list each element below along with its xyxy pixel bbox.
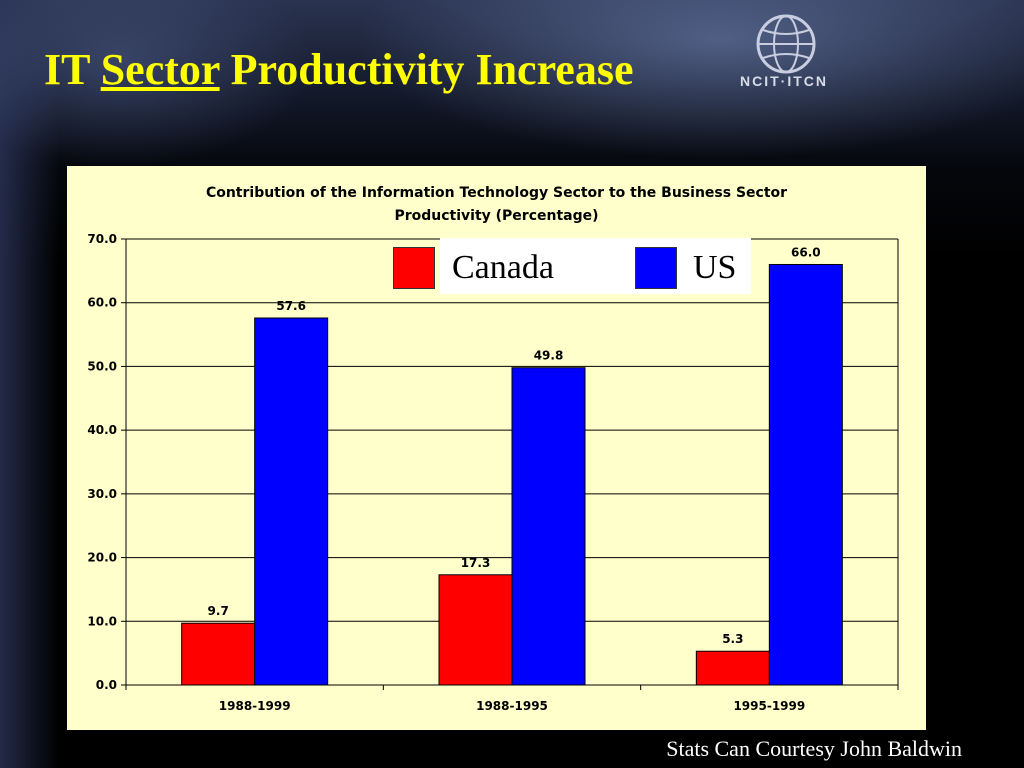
data-label-canada: 9.7 [208, 604, 229, 618]
bar-chart: 0.0 10.0 20.0 30.0 40.0 50.0 60.0 70.0 9.7 57.6 19… [87, 232, 899, 713]
bar-us [254, 317, 329, 686]
legend-swatch-us [635, 247, 677, 289]
legend-swatch-canada [393, 247, 435, 289]
bars-layer [181, 263, 843, 686]
legend-label-canada: Canada [452, 249, 554, 286]
chart-legend: Canada US [393, 238, 751, 294]
data-label-canada: 17.3 [461, 556, 491, 570]
x-category-label: 1988-1999 [219, 699, 291, 713]
data-label-us: 66.0 [791, 245, 821, 259]
data-label-us: 57.6 [276, 299, 306, 313]
bar-us [768, 263, 843, 686]
x-category-label: 1995-1999 [733, 699, 805, 713]
legend-item-us: US [595, 238, 751, 294]
chart-panel: Contribution of the Information Technolo… [67, 166, 926, 730]
y-tick-label: 30.0 [87, 487, 117, 501]
chart-title-line-2: Productivity (Percentage) [394, 208, 599, 224]
legend-label-us: US [693, 249, 737, 286]
data-label-canada: 5.3 [722, 632, 743, 646]
bar-canada [438, 574, 513, 686]
legend-item-canada: Canada [393, 238, 595, 294]
axes-layer [121, 238, 899, 690]
logo-text: NCIT·ITCN [740, 73, 828, 89]
title-underlined-word: Sector [100, 45, 220, 94]
labels-layer: 0.0 10.0 20.0 30.0 40.0 50.0 60.0 70.0 9.7 57.6 19… [87, 232, 820, 713]
y-tick-label: 70.0 [87, 232, 117, 246]
bar-us [511, 367, 586, 686]
chart-title: Contribution of the Information Technolo… [67, 182, 926, 228]
y-tick-label: 0.0 [96, 678, 117, 692]
y-tick-label: 40.0 [87, 423, 117, 437]
chart-title-line-1: Contribution of the Information Technolo… [205, 185, 788, 201]
bar-canada [181, 622, 256, 686]
title-prefix: IT [44, 45, 101, 94]
globe-logo-icon [756, 14, 816, 74]
y-tick-label: 20.0 [87, 551, 117, 565]
y-tick-label: 10.0 [87, 614, 117, 628]
y-tick-label: 60.0 [87, 296, 117, 310]
title-suffix: Productivity Increase [219, 45, 634, 94]
x-category-label: 1988-1995 [476, 699, 548, 713]
data-label-us: 49.8 [534, 349, 564, 363]
source-credit: Stats Can Courtesy John Baldwin [666, 736, 962, 761]
bar-canada [695, 650, 770, 686]
slide-title: IT Sector Productivity Increase [44, 44, 633, 95]
y-tick-label: 50.0 [87, 359, 117, 373]
